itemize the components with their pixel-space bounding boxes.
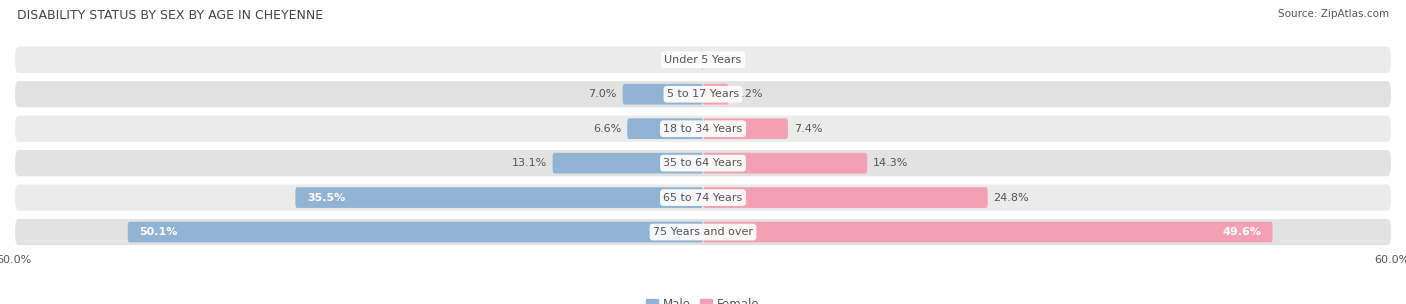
FancyBboxPatch shape	[128, 222, 703, 242]
FancyBboxPatch shape	[14, 149, 1392, 177]
FancyBboxPatch shape	[703, 84, 728, 105]
FancyBboxPatch shape	[14, 115, 1392, 143]
Text: DISABILITY STATUS BY SEX BY AGE IN CHEYENNE: DISABILITY STATUS BY SEX BY AGE IN CHEYE…	[17, 9, 323, 22]
FancyBboxPatch shape	[14, 46, 1392, 74]
Text: 24.8%: 24.8%	[994, 193, 1029, 202]
FancyBboxPatch shape	[703, 187, 988, 208]
Text: 0.11%: 0.11%	[661, 55, 696, 65]
Text: 49.6%: 49.6%	[1222, 227, 1261, 237]
FancyBboxPatch shape	[702, 50, 703, 70]
Text: 5 to 17 Years: 5 to 17 Years	[666, 89, 740, 99]
FancyBboxPatch shape	[295, 187, 703, 208]
Legend: Male, Female: Male, Female	[641, 293, 765, 304]
FancyBboxPatch shape	[627, 118, 703, 139]
Text: 7.0%: 7.0%	[589, 89, 617, 99]
Text: 75 Years and over: 75 Years and over	[652, 227, 754, 237]
Text: 2.2%: 2.2%	[734, 89, 762, 99]
Text: 14.3%: 14.3%	[873, 158, 908, 168]
FancyBboxPatch shape	[14, 80, 1392, 108]
Text: 50.1%: 50.1%	[139, 227, 177, 237]
FancyBboxPatch shape	[703, 153, 868, 174]
FancyBboxPatch shape	[623, 84, 703, 105]
Text: 35 to 64 Years: 35 to 64 Years	[664, 158, 742, 168]
Text: 7.4%: 7.4%	[794, 124, 823, 134]
Text: 18 to 34 Years: 18 to 34 Years	[664, 124, 742, 134]
Text: 65 to 74 Years: 65 to 74 Years	[664, 193, 742, 202]
Text: 35.5%: 35.5%	[307, 193, 344, 202]
FancyBboxPatch shape	[14, 218, 1392, 246]
FancyBboxPatch shape	[703, 118, 787, 139]
FancyBboxPatch shape	[703, 222, 1272, 242]
Text: Under 5 Years: Under 5 Years	[665, 55, 741, 65]
Text: Source: ZipAtlas.com: Source: ZipAtlas.com	[1278, 9, 1389, 19]
Text: 6.6%: 6.6%	[593, 124, 621, 134]
FancyBboxPatch shape	[553, 153, 703, 174]
Text: 13.1%: 13.1%	[512, 158, 547, 168]
Text: 0.0%: 0.0%	[709, 55, 737, 65]
FancyBboxPatch shape	[14, 184, 1392, 212]
